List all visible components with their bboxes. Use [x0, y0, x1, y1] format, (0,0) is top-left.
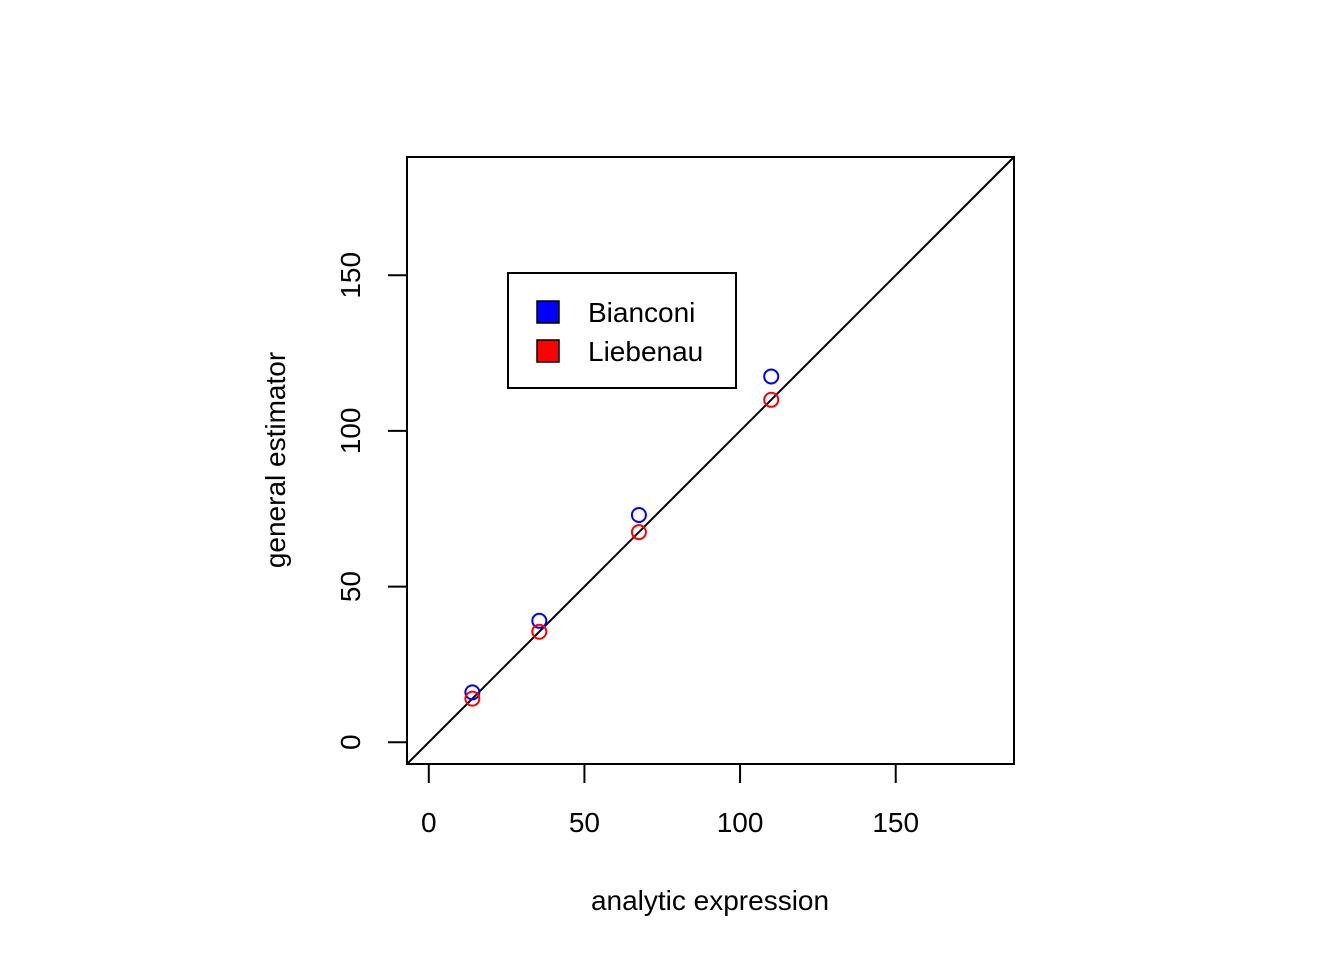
legend-box	[507, 272, 737, 389]
legend-label-bianconi: Bianconi	[588, 297, 695, 328]
legend-swatch-liebenau	[536, 339, 560, 363]
x-axis: 0 50 100 150	[421, 763, 919, 838]
point-bianconi	[630, 506, 647, 523]
x-tick-label: 150	[872, 807, 919, 838]
legend-label-liebenau: Liebenau	[588, 336, 703, 367]
data-points	[464, 368, 780, 707]
point-liebenau	[630, 524, 647, 541]
y-tick-label: 0	[335, 734, 366, 750]
y-tick-label: 150	[335, 252, 366, 299]
y-tick-label: 50	[335, 571, 366, 602]
y-axis: 0 50 100 150	[335, 252, 408, 750]
x-tick-label: 100	[717, 807, 764, 838]
y-tick-label: 100	[335, 408, 366, 455]
point-bianconi	[763, 368, 780, 385]
point-bianconi	[464, 684, 481, 701]
x-tick-label: 50	[569, 807, 600, 838]
point-liebenau	[531, 623, 548, 640]
reference-line	[406, 156, 1015, 765]
x-tick-label: 0	[421, 807, 437, 838]
legend-swatch-bianconi	[536, 300, 560, 324]
legend: Bianconi Liebenau	[507, 272, 737, 389]
x-axis-label: analytic expression	[591, 885, 829, 916]
y-axis-label: general estimator	[260, 352, 291, 568]
point-liebenau	[763, 391, 780, 408]
point-bianconi	[531, 612, 548, 629]
point-liebenau	[464, 690, 481, 707]
